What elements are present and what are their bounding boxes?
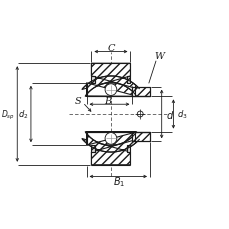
Polygon shape — [132, 87, 149, 97]
Polygon shape — [132, 132, 149, 142]
Polygon shape — [91, 77, 95, 83]
Text: C: C — [107, 44, 114, 53]
Text: $B_1$: $B_1$ — [112, 175, 124, 188]
Circle shape — [105, 133, 116, 145]
Polygon shape — [85, 83, 136, 97]
Text: $d_2$: $d_2$ — [18, 108, 29, 121]
Text: W: W — [154, 52, 164, 61]
Text: B: B — [104, 96, 111, 105]
Circle shape — [105, 84, 116, 96]
Polygon shape — [126, 146, 130, 152]
Text: $D_{sp}$: $D_{sp}$ — [1, 108, 15, 121]
Text: $d$: $d$ — [165, 109, 173, 120]
Text: $d_3$: $d_3$ — [177, 108, 187, 121]
Polygon shape — [85, 132, 136, 146]
Polygon shape — [126, 77, 130, 83]
Polygon shape — [91, 146, 95, 152]
Text: S: S — [74, 96, 81, 105]
Polygon shape — [82, 139, 139, 165]
Polygon shape — [82, 64, 139, 90]
